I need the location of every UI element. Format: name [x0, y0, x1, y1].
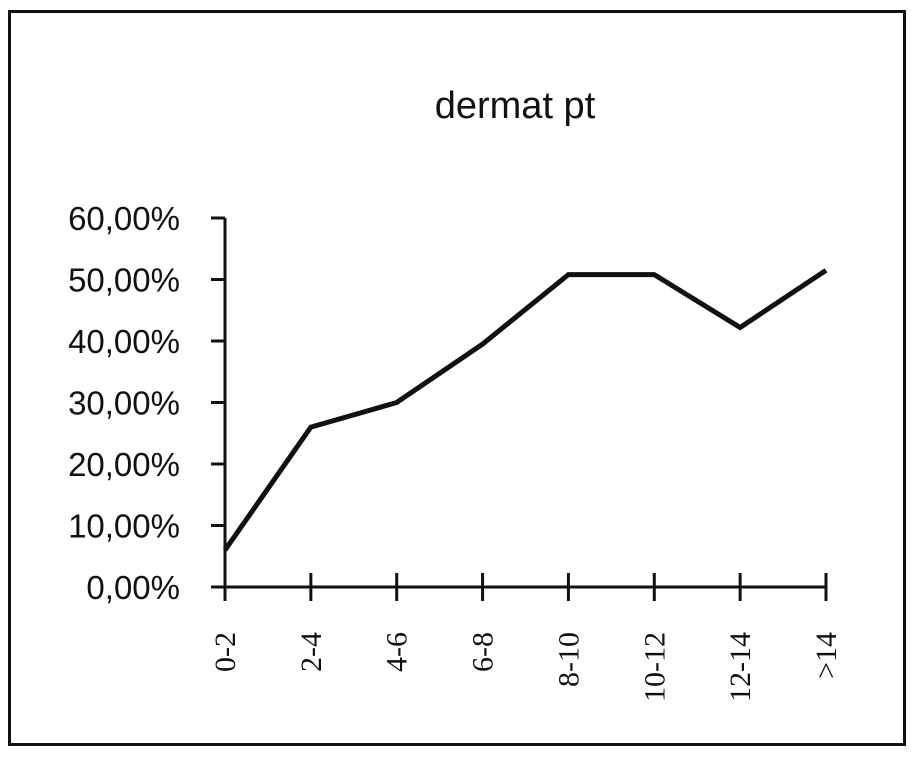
y-tick-label: 60,00% [68, 200, 180, 237]
x-axis-ticks: 0-2 2-4 4-6 6-8 8-10 10-12 12-14 >14 [209, 573, 843, 702]
axes [223, 218, 826, 589]
x-tick-label: 8-10 [552, 632, 585, 687]
x-tick-label: 4-6 [381, 632, 414, 672]
chart-title: dermat pt [435, 85, 596, 127]
y-tick-label: 40,00% [68, 323, 180, 360]
y-tick-label: 0,00% [86, 569, 180, 606]
y-tick-label: 20,00% [68, 446, 180, 483]
x-tick-label: 12-14 [724, 632, 757, 702]
chart-frame [8, 10, 906, 746]
series-line [222, 268, 828, 552]
y-tick-label: 50,00% [68, 262, 180, 299]
y-axis-ticks: 0,00% 10,00% 20,00% 30,00% 40,00% 50,00% 60,00… [68, 200, 225, 606]
y-tick-label: 10,00% [68, 508, 180, 545]
y-tick-label: 30,00% [68, 385, 180, 422]
x-tick-label: 6-8 [467, 632, 500, 672]
x-tick-label: 2-4 [295, 632, 328, 672]
x-tick-label: >14 [810, 632, 843, 679]
x-tick-label: 0-2 [209, 632, 242, 672]
series-group [222, 268, 828, 552]
x-tick-label: 10-12 [638, 632, 671, 702]
